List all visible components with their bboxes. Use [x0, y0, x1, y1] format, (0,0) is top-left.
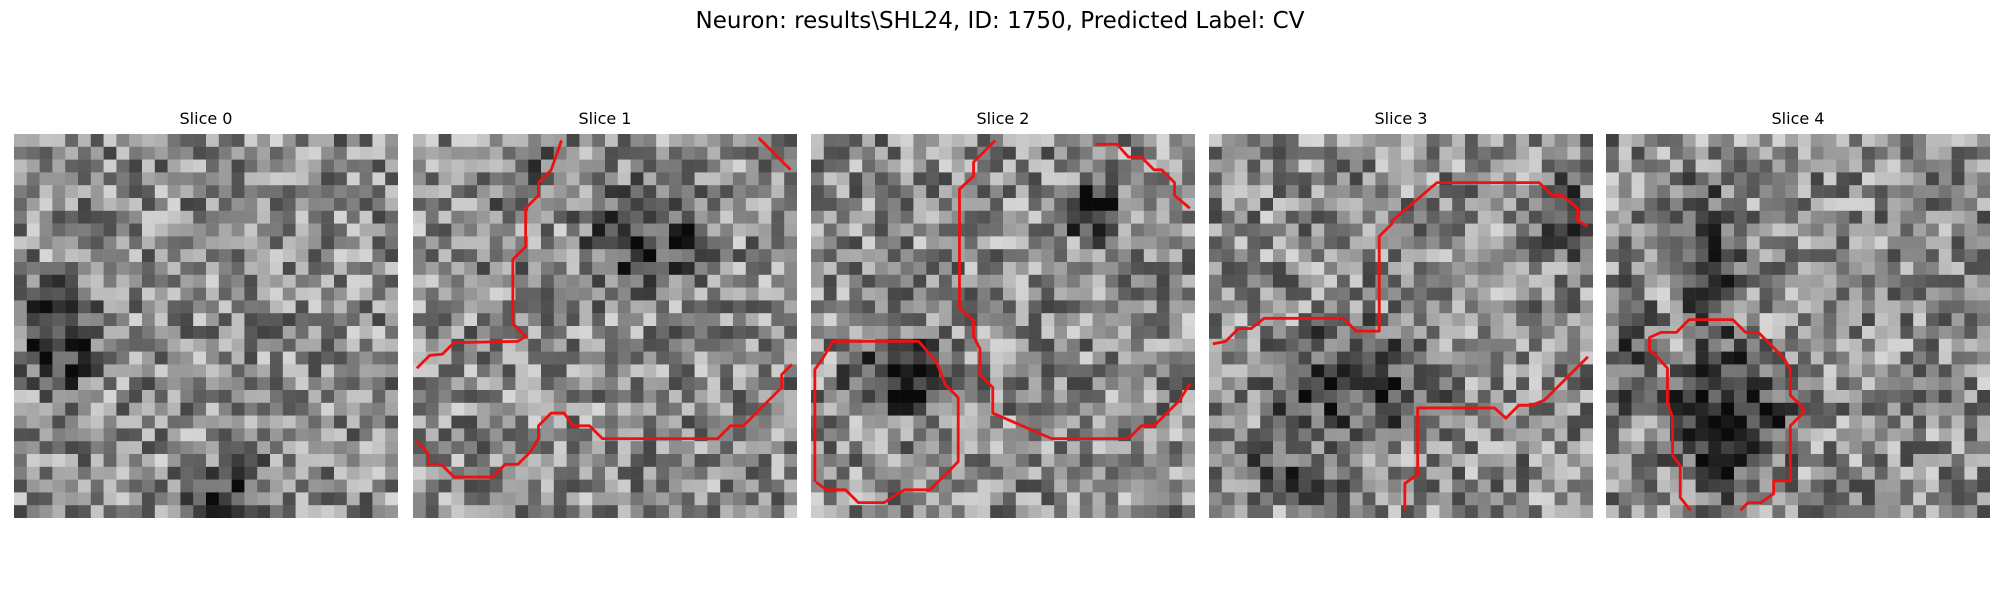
slice-title: Slice 3 [1374, 109, 1428, 128]
segmentation-contour [415, 363, 793, 479]
figure-title: Neuron: results\SHL24, ID: 1750, Predict… [695, 8, 1305, 34]
slice-panel-3: Slice 3 [1209, 108, 1593, 518]
segmentation-contour [1648, 318, 1805, 512]
slice-image [1606, 134, 1990, 518]
segmentation-contour [1095, 142, 1191, 210]
slice-image [811, 134, 1195, 518]
slice-title: Slice 4 [1771, 109, 1825, 128]
segmentation-contour [415, 139, 563, 370]
slice-title: Slice 0 [179, 109, 233, 128]
segmentation-contour [1403, 355, 1589, 510]
slice-panel-2: Slice 2 [811, 108, 1195, 518]
slice-title: Slice 1 [578, 109, 632, 128]
slice-image [1209, 134, 1593, 518]
slice-panel-0: Slice 0 [14, 108, 398, 518]
slice-image [14, 134, 398, 518]
slice-title: Slice 2 [976, 109, 1030, 128]
segmentation-contour [958, 139, 1192, 441]
slice-image [413, 134, 797, 518]
segmentation-contour [1212, 181, 1589, 346]
slice-panel-4: Slice 4 [1606, 108, 1990, 518]
segmentation-contour [813, 339, 960, 505]
segmentation-contour [757, 136, 792, 171]
slice-panel-1: Slice 1 [413, 108, 797, 518]
